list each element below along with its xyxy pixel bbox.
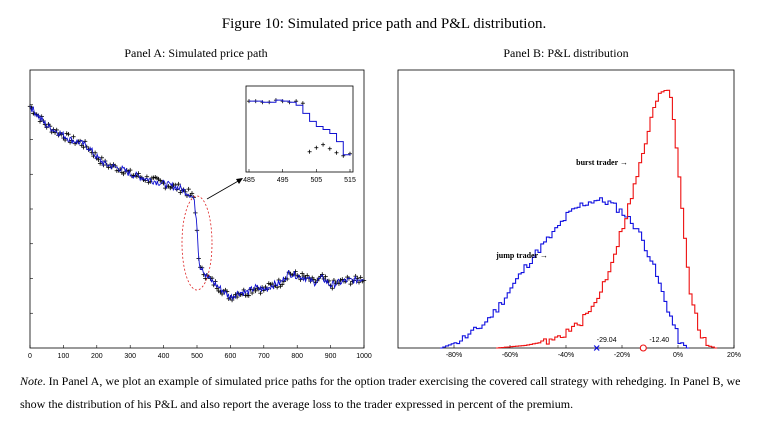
panel-b-x-tick-label: 0%: [673, 352, 683, 359]
panel-b-annotations: -29.04 -12.40: [593, 337, 669, 352]
jump-highlight-ellipse: [181, 195, 213, 291]
panel-b-x-tick-label: -60%: [502, 352, 518, 359]
jump-trader-label: jump trader →: [495, 251, 548, 260]
panel-a-x-tick-label: 500: [191, 353, 203, 360]
inset-price-marker: [334, 150, 339, 155]
panel-a-price-marker: [99, 155, 105, 160]
panel-a-price-marker: [214, 286, 220, 291]
panel-a-price-marker: [323, 274, 328, 279]
panel-a-price-marker: [258, 290, 263, 296]
panel-a-x-tick-label: 400: [158, 353, 170, 360]
panel-a-price-marker: [269, 281, 275, 287]
inset-x-axis: 485 495 505 515: [243, 169, 356, 184]
figure-title: Figure 10: Simulated price path and P&L …: [221, 16, 547, 32]
inset-x-tick-label: 495: [277, 177, 289, 184]
panel-a-price-marker: [97, 161, 103, 166]
inset-price-marker: [321, 142, 326, 147]
panel-a-price-marker: [279, 282, 285, 287]
panel-a-price-marker: [189, 191, 195, 196]
inset-x-tick-label: 505: [310, 177, 322, 184]
panel-a-price-line: [29, 105, 364, 301]
inset-price-line: [249, 99, 351, 156]
panel-a-price-marker: [358, 275, 363, 280]
inset-frame: [245, 85, 354, 173]
panel-a-price-marker: [253, 288, 258, 294]
panel-a-price-marker: [330, 286, 335, 291]
inset-arrow: [206, 179, 241, 200]
panel-b-x-tick-label: -80%: [446, 352, 462, 359]
panel-a-price-marker: [66, 131, 71, 137]
panel-b-x-tick-label: 20%: [727, 352, 741, 359]
panel-a-price-marker: [300, 271, 305, 276]
panel-a-x-tick-label: 900: [325, 353, 337, 360]
panel-a-x-tick-label: 300: [124, 353, 136, 360]
inset-plot: [247, 98, 352, 158]
panel-a-price-marker: [92, 150, 98, 155]
inset-price-marker: [327, 146, 332, 151]
panel-a-x-tick-label: 0: [28, 353, 32, 360]
inset-price-marker: [307, 149, 312, 154]
panel-b-plot: jump trader → burst trader →: [440, 89, 718, 349]
inset-price-marker: [314, 145, 319, 150]
note-text: . In Panel A, we plot an example of simu…: [20, 374, 741, 411]
jump-mean-label: -29.04: [597, 337, 617, 344]
panel-a-plot: [27, 104, 367, 303]
panel-a-price-marker: [356, 280, 362, 285]
note-lead: Note: [20, 374, 43, 388]
panel-a-price-marker: [263, 284, 268, 290]
panel-a-x-tick-label: 800: [291, 353, 303, 360]
panel-a-price-marker: [49, 129, 54, 135]
inset-arrow-head: [236, 178, 243, 184]
panel-a-price-marker: [348, 281, 353, 287]
panel-a-title: Panel A: Simulated price path: [124, 46, 268, 60]
inset-price-marker: [300, 101, 305, 106]
panel-a-x-tick-label: 1000: [356, 353, 372, 360]
burst-trader-label: burst trader →: [576, 158, 628, 167]
panel-b-x-tick-label: -40%: [558, 352, 574, 359]
burst-trader-histogram: [496, 89, 718, 349]
panel-b-x-tick-label: -20%: [614, 352, 630, 359]
inset-x-tick-label: 485: [243, 177, 255, 184]
figure-note: Note. In Panel A, we plot an example of …: [20, 370, 750, 416]
burst-mean-label: -12.40: [649, 337, 669, 344]
panel-a-price-marker: [37, 119, 43, 124]
jump-trader-histogram: [440, 197, 690, 349]
panel-a-price-marker: [233, 292, 238, 297]
burst-mean-marker: [639, 344, 647, 352]
panel-a-price-marker: [219, 291, 225, 297]
panel-a-price-marker: [62, 137, 68, 143]
panel-a-price-marker: [71, 134, 76, 139]
panel-a-x-tick-label: 600: [225, 353, 237, 360]
panel-b-title: Panel B: P&L distribution: [503, 46, 629, 60]
panel-a-x-tick-label: 100: [58, 353, 70, 360]
panel-a-x-tick-label: 200: [91, 353, 103, 360]
panel-a-price-marker: [96, 157, 101, 162]
panel-a-x-axis: 0 100 200 300 400 500 600 700 800 900 1000: [28, 104, 372, 360]
panel-a-price-marker: [128, 167, 133, 173]
panel-a-price-marker: [186, 186, 191, 192]
panel-b-x-axis: -80% -60% -40% -20% 0% 20%: [446, 345, 741, 359]
panel-a-price-marker: [305, 273, 310, 278]
panel-a-x-tick-label: 700: [258, 353, 270, 360]
inset-x-tick-label: 515: [344, 177, 356, 184]
jump-mean-marker: [593, 345, 600, 351]
